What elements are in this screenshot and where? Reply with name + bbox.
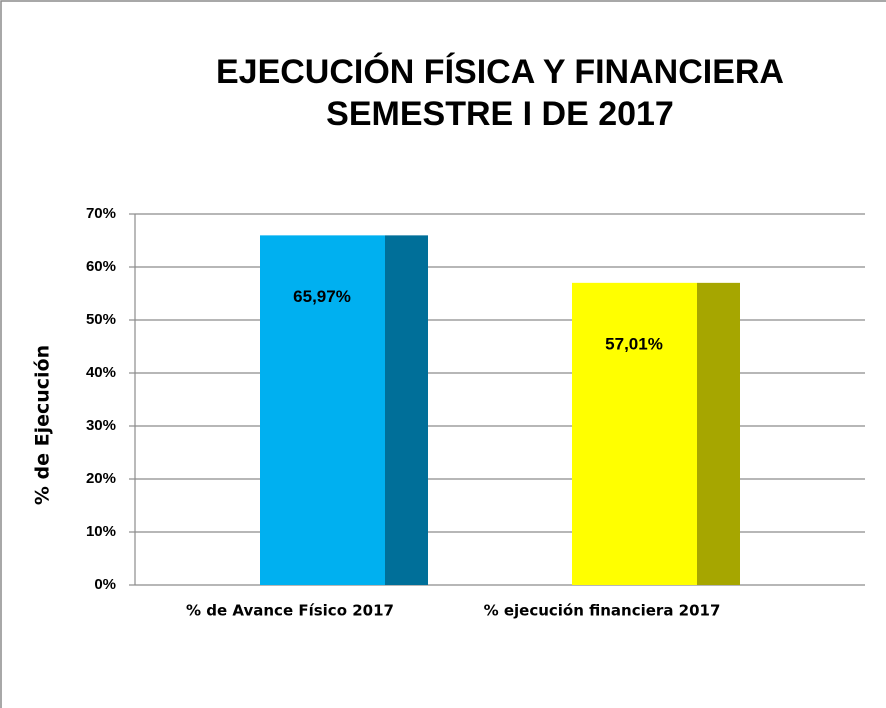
- bar: [572, 282, 697, 585]
- bar-side: [697, 282, 740, 585]
- y-tick-label: 70%: [86, 205, 116, 222]
- value-label: 65,97%: [293, 287, 351, 306]
- bar-side: [385, 235, 428, 585]
- y-tick-label: 10%: [86, 523, 116, 540]
- y-axis-label: % de Ejecución: [32, 345, 54, 505]
- x-tick-label: % ejecución financiera 2017: [484, 602, 721, 620]
- y-tick-label: 20%: [86, 470, 116, 487]
- chart-title: SEMESTRE I DE 2017: [326, 95, 674, 133]
- y-tick-label: 30%: [86, 417, 116, 434]
- bar: [260, 235, 385, 585]
- x-tick-label: % de Avance Físico 2017: [186, 602, 394, 620]
- y-tick-label: 50%: [86, 311, 116, 328]
- y-tick-label: 60%: [86, 258, 116, 275]
- value-label: 57,01%: [605, 334, 663, 353]
- y-tick-label: 40%: [86, 364, 116, 381]
- y-tick-label: 0%: [94, 576, 116, 593]
- chart-title: EJECUCIÓN FÍSICA Y FINANCIERA: [216, 53, 784, 91]
